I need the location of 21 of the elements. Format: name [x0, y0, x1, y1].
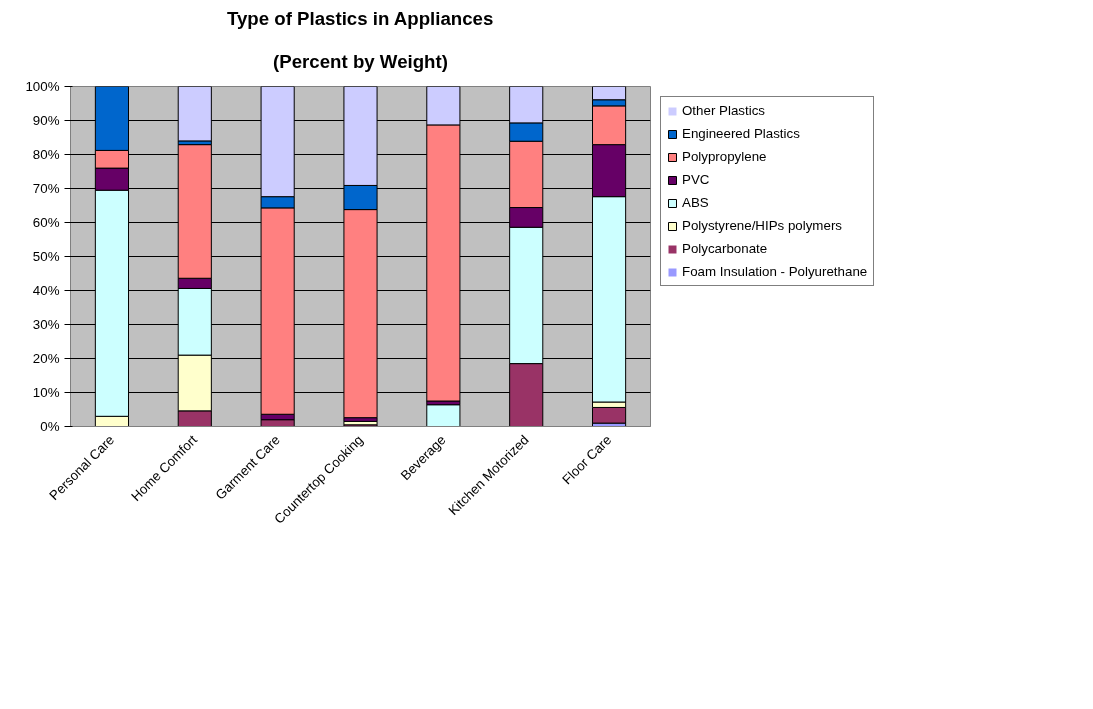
y-tick-label: 70% — [32, 181, 60, 196]
y-tick-label: 80% — [32, 147, 60, 162]
legend-label: Polycarbonate — [682, 241, 768, 256]
legend-label: Engineered Plastics — [682, 126, 800, 141]
legend-label: Foam Insulation - Polyurethane — [682, 264, 868, 279]
chart-subtitle: (Percent by Weight) — [273, 50, 448, 72]
y-tick-label: 40% — [32, 283, 60, 298]
chart-title: Type of Plastics in Appliances — [226, 7, 494, 29]
y-tick-label: 60% — [32, 215, 60, 230]
legend-label: PVC — [682, 172, 710, 187]
y-tick-label: 0% — [40, 419, 60, 434]
y-tick-label: 90% — [32, 113, 60, 128]
y-tick-label: 100% — [25, 79, 60, 94]
legend-label: Polystyrene/HIPs polymers — [682, 218, 842, 233]
legend-label: Polypropylene — [682, 149, 767, 164]
y-tick-label: 30% — [32, 317, 60, 332]
y-tick-label: 20% — [32, 351, 60, 366]
y-tick-label: 10% — [32, 385, 60, 400]
y-tick-label: 50% — [32, 249, 60, 264]
legend-label: ABS — [682, 195, 709, 210]
legend-label: Other Plastics — [682, 103, 765, 118]
